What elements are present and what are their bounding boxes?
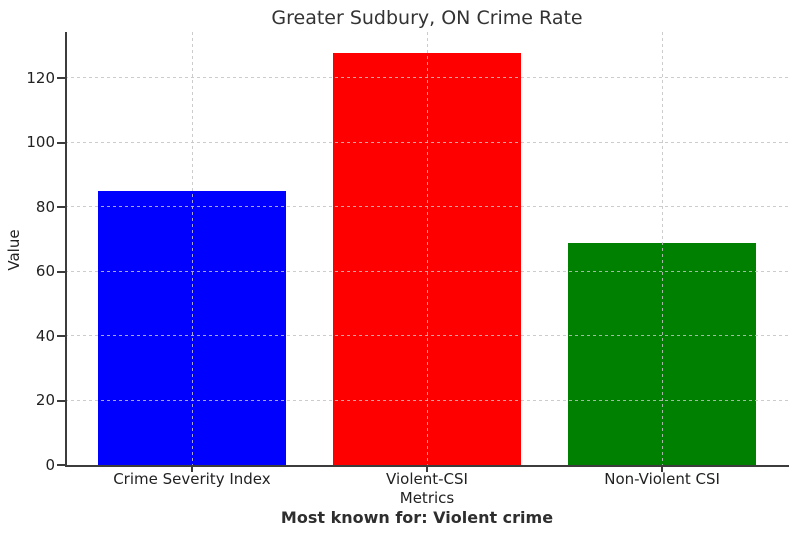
x-tick-label-crime-severity-index: Crime Severity Index (113, 470, 271, 488)
gridline-v-crime-severity-index (191, 32, 193, 465)
bar-non-violent-csi (568, 242, 757, 465)
y-tick-mark-40 (57, 335, 65, 338)
y-tick-label-100: 100 (26, 133, 55, 152)
y-tick-mark-80 (57, 206, 65, 209)
x-axis-spine (65, 465, 789, 467)
y-tick-mark-120 (57, 77, 65, 80)
x-tick-mark-non-violent-csi (661, 465, 664, 472)
y-tick-label-60: 60 (35, 262, 55, 281)
footnote-text: Most known for: Violent crime (280, 508, 554, 527)
plot-area (65, 32, 789, 467)
y-tick-label-0: 0 (45, 455, 55, 474)
x-tick-mark-violent-csi (426, 465, 428, 472)
x-tick-label-non-violent-csi: Non-Violent CSI (604, 470, 720, 488)
y-tick-label-20: 20 (35, 391, 55, 410)
y-tick-mark-0 (57, 464, 65, 466)
gridline-v-non-violent-csi (662, 32, 664, 465)
x-tick-label-violent-csi: Violent-CSI (386, 470, 468, 488)
y-tick-label-40: 40 (35, 326, 55, 345)
y-axis-spine (65, 32, 67, 465)
y-tick-label-120: 120 (26, 68, 55, 87)
y-tick-label-80: 80 (35, 197, 55, 216)
x-axis-label: Metrics (399, 489, 455, 507)
chart-title: Greater Sudbury, ON Crime Rate (271, 7, 583, 29)
y-tick-mark-100 (57, 141, 65, 144)
bar-violent-csi (332, 52, 522, 465)
x-tick-mark-crime-severity-index (190, 465, 193, 472)
y-tick-mark-60 (57, 270, 65, 273)
gridline-v-violent-csi (427, 32, 428, 465)
y-tick-mark-20 (57, 399, 65, 402)
